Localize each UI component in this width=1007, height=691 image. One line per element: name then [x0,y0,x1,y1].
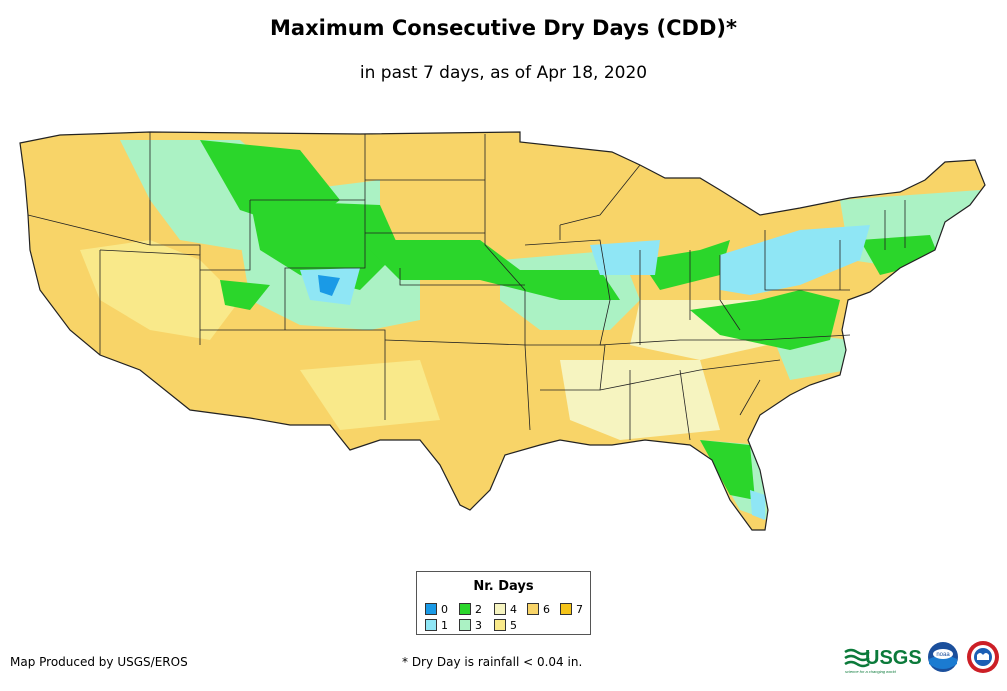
legend-swatch [425,619,437,631]
legend-label: 3 [475,619,482,632]
legend-item-0: 0 [425,603,448,616]
legend-label: 4 [510,603,517,616]
legend: Nr. Days 0 1 2 3 4 5 6 7 [416,571,591,635]
legend-label: 0 [441,603,448,616]
legend-item-2: 2 [459,603,482,616]
legend-label: 1 [441,619,448,632]
legend-swatch [459,619,471,631]
us-cdd-map [19,131,986,531]
legend-item-1: 1 [425,619,448,632]
usgs-wordmark: USGS [865,647,922,669]
legend-swatch [494,603,506,615]
legend-swatch [425,603,437,615]
legend-label: 6 [543,603,550,616]
dry-day-regions [20,132,985,530]
legend-swatch [459,603,471,615]
legend-item-6: 6 [527,603,550,616]
legend-item-3: 3 [459,619,482,632]
usgs-tagline: science for a changing world [845,669,896,674]
map-credit: Map Produced by USGS/EROS [10,655,188,669]
weather-cloud-icon [977,653,989,660]
legend-item-4: 4 [494,603,517,616]
map-title: Maximum Consecutive Dry Days (CDD)* [270,16,737,40]
usgs-logo: USGS science for a changing world [844,647,922,674]
agency-logos: USGS science for a changing world noaa [844,641,999,674]
nws-logo [967,641,999,673]
usgs-waves-icon [844,648,870,668]
legend-swatch [560,603,572,615]
noaa-wordmark: noaa [936,652,950,658]
map-subtitle: in past 7 days, as of Apr 18, 2020 [359,63,648,83]
legend-item-5: 5 [494,619,517,632]
legend-label: 7 [576,603,583,616]
legend-item-7: 7 [560,603,583,616]
legend-title: Nr. Days [473,579,534,594]
legend-swatch [494,619,506,631]
legend-label: 5 [510,619,517,632]
legend-label: 2 [475,603,482,616]
state-boundaries [19,131,986,531]
noaa-logo: noaa [928,642,958,672]
legend-swatch [527,603,539,615]
footnote: * Dry Day is rainfall < 0.04 in. [402,655,583,669]
